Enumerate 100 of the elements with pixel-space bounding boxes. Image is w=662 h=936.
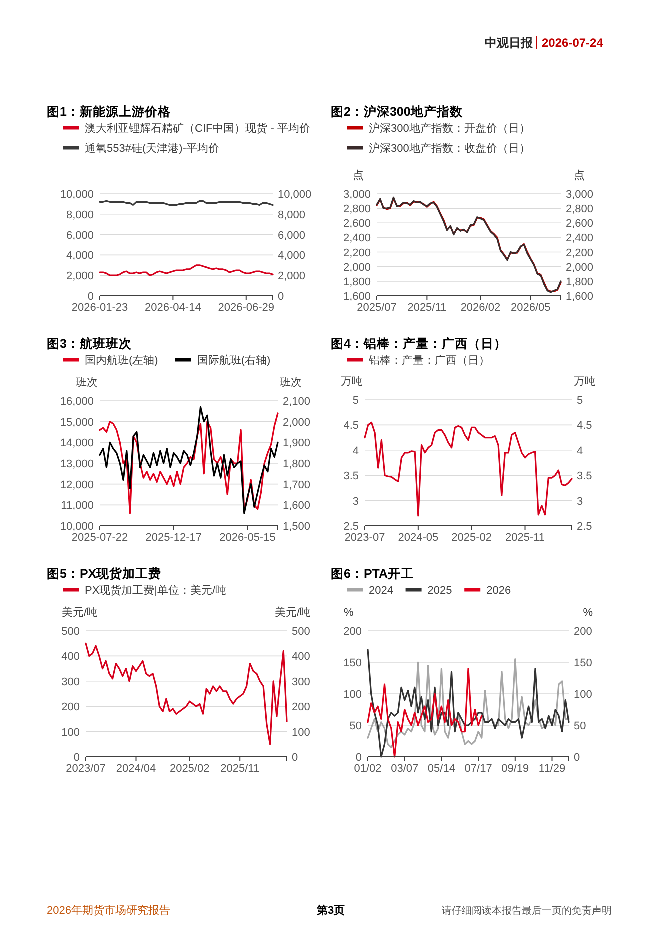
y2-tick-label: 3,000: [566, 189, 594, 201]
y-axis-title: 万吨: [341, 375, 363, 388]
y-tick-label: 2,000: [66, 270, 94, 283]
legend-label: 沪深300地产指数：开盘价（日）: [369, 122, 530, 135]
x-tick-label: 2025/02: [170, 763, 210, 775]
y-tick-label: 8,000: [66, 209, 94, 222]
y2-tick-label: 100: [574, 689, 592, 701]
line-series: [367, 649, 570, 758]
x-tick-label: 2025-02: [452, 532, 492, 544]
y2-tick-label: 6,000: [278, 230, 306, 242]
y-tick-label: 2,000: [343, 262, 371, 274]
chart-title: 图6：PTA开工: [331, 567, 414, 581]
y2-tick-label: 2,800: [566, 204, 594, 216]
y2-tick-label: 10,000: [278, 189, 312, 201]
y2-tick-label: 5: [577, 395, 584, 407]
legend-label: PX现货加工费|单位：美元/吨: [85, 584, 227, 597]
legend-label: 2026: [486, 585, 512, 597]
y2-tick-label: 4.5: [577, 420, 592, 432]
y-tick-label: 2,400: [343, 232, 371, 245]
y2-axis-title: 美元/吨: [274, 606, 311, 619]
x-tick-label: 2025/11: [220, 763, 260, 775]
y-tick-label: 10,000: [60, 521, 94, 533]
line-series: [85, 642, 288, 746]
y2-axis-title: 万吨: [574, 375, 596, 388]
y2-tick-label: 300: [292, 676, 310, 688]
y-tick-label: 200: [344, 626, 362, 638]
y2-tick-label: 0: [574, 752, 580, 764]
legend-label: 铝棒：产量：广西（日）: [368, 354, 490, 367]
y2-tick-label: 50: [574, 720, 586, 732]
y-tick-label: 16,000: [60, 396, 94, 408]
y-tick-label: 2,600: [343, 218, 371, 230]
y-tick-label: 1,600: [343, 291, 371, 303]
y-axis-title: 美元/吨: [62, 606, 98, 619]
y2-tick-label: 200: [292, 702, 310, 714]
y-tick-label: 14,000: [60, 438, 94, 450]
y2-tick-label: 150: [574, 658, 592, 670]
x-tick-label: 2024/04: [116, 763, 156, 775]
y2-tick-label: 500: [292, 626, 310, 638]
legend-label: 澳大利亚锂辉石精矿（CIF中国）现货 - 平均价: [85, 122, 310, 135]
y2-tick-label: 1,900: [283, 438, 311, 450]
y-tick-label: 400: [62, 651, 80, 664]
y2-axis-title: %: [583, 607, 594, 619]
y-tick-label: 11,000: [61, 500, 94, 512]
line-series: [99, 264, 274, 276]
y-tick-label: 10,000: [60, 189, 94, 201]
y2-tick-label: 2,200: [566, 247, 594, 260]
y2-tick-label: 3: [577, 496, 584, 508]
y-tick-label: 200: [62, 702, 80, 714]
y2-axis-title: 点: [574, 169, 585, 182]
chart-title: 图5：PX现货加工费: [47, 567, 162, 581]
x-tick-label: 2025/07: [357, 302, 397, 314]
legend-label: 通氧553#硅(天津港)-平均价: [85, 142, 220, 155]
y-axis-title: %: [344, 607, 354, 619]
y-tick-label: 13,000: [60, 458, 94, 470]
y-tick-label: 3,000: [343, 189, 371, 201]
y2-tick-label: 1,800: [566, 276, 594, 288]
x-tick-label: 2024-05: [398, 532, 439, 544]
y-tick-label: 100: [344, 689, 362, 701]
y2-tick-label: 1,600: [566, 291, 594, 303]
y-tick-label: 150: [344, 658, 362, 670]
y-tick-label: 5: [352, 395, 359, 407]
x-tick-label: 2026-05-15: [220, 532, 276, 544]
y2-tick-label: 4: [577, 445, 584, 458]
y2-tick-label: 2,100: [283, 396, 311, 408]
legend-label: 沪深300地产指数：收盘价（日）: [369, 142, 530, 155]
y2-tick-label: 2,000: [283, 416, 311, 429]
y2-tick-label: 2,400: [566, 232, 594, 245]
y-tick-label: 4: [352, 445, 359, 458]
chart-title: 图1：新能源上游价格: [47, 104, 172, 119]
y2-tick-label: 2.5: [577, 521, 592, 533]
chart-title: 图3：航班班次: [47, 336, 133, 351]
y2-tick-label: 8,000: [278, 209, 306, 222]
y2-tick-label: 400: [292, 651, 310, 664]
x-tick-label: 07/17: [464, 763, 492, 775]
legend-label: 国际航班(右轴): [197, 354, 271, 367]
x-tick-label: 09/19: [502, 763, 530, 775]
y-tick-label: 2,200: [343, 247, 371, 260]
y-tick-label: 3.5: [344, 470, 359, 483]
chart-title: 图4：铝棒：产量：广西（日）: [331, 336, 507, 351]
y-tick-label: 0: [74, 752, 80, 764]
x-tick-label: 2025-11: [505, 532, 546, 544]
y-tick-label: 2,800: [343, 204, 371, 216]
y-tick-label: 15,000: [60, 416, 94, 429]
y2-tick-label: 2,000: [278, 270, 306, 283]
y2-tick-label: 100: [292, 726, 310, 739]
x-tick-label: 2026/05: [511, 302, 551, 314]
text: 请仔细阅读本报告最后一页的免责声明: [442, 905, 612, 917]
y-tick-label: 6,000: [66, 230, 94, 242]
legend-label: 2024: [369, 585, 394, 597]
x-tick-label: 2023/07: [66, 763, 106, 775]
text: 中观日报: [485, 36, 534, 50]
y2-tick-label: 4,000: [278, 250, 306, 262]
y2-tick-label: 3.5: [577, 470, 592, 483]
y-tick-label: 3: [352, 496, 359, 508]
y2-tick-label: 1,600: [283, 500, 311, 512]
y-tick-label: 4.5: [344, 420, 359, 432]
y-axis-title: 班次: [76, 376, 98, 389]
y-tick-label: 12,000: [60, 479, 94, 492]
y-tick-label: 1,800: [343, 276, 371, 288]
y-tick-label: 2.5: [344, 521, 359, 533]
